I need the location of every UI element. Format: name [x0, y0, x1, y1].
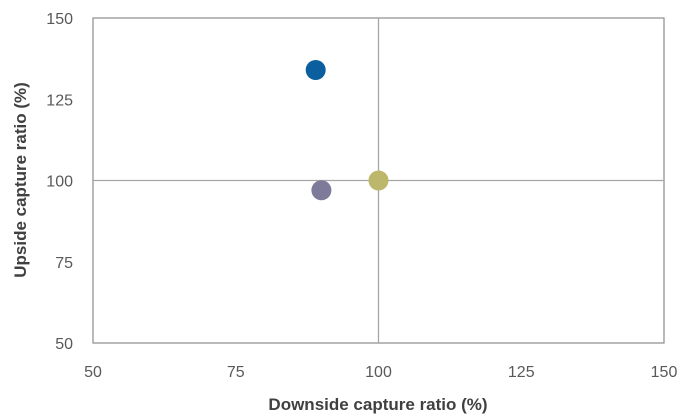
data-points	[305, 60, 389, 201]
scatter-point	[311, 180, 332, 201]
x-tick-label: 100	[365, 364, 392, 381]
y-tick-label: 125	[46, 92, 73, 109]
x-tick-label: 75	[227, 364, 245, 381]
y-tick-label: 150	[46, 11, 73, 28]
x-tick-label: 125	[508, 364, 535, 381]
y-tick-label: 75	[55, 255, 73, 272]
scatter-point	[305, 60, 326, 80]
y-tick-label: 50	[55, 336, 73, 353]
x-tick-label: 150	[651, 364, 678, 381]
x-axis-title: Downside capture ratio (%)	[268, 395, 487, 414]
scatter-point	[368, 170, 389, 191]
y-axis-ticks: 50 75 100 125 150	[46, 11, 73, 353]
y-tick-label: 100	[46, 174, 73, 191]
y-axis-title: Upside capture ratio (%)	[11, 82, 30, 278]
x-axis-ticks: 50 75 100 125 150	[84, 364, 677, 381]
x-tick-label: 50	[84, 364, 102, 381]
